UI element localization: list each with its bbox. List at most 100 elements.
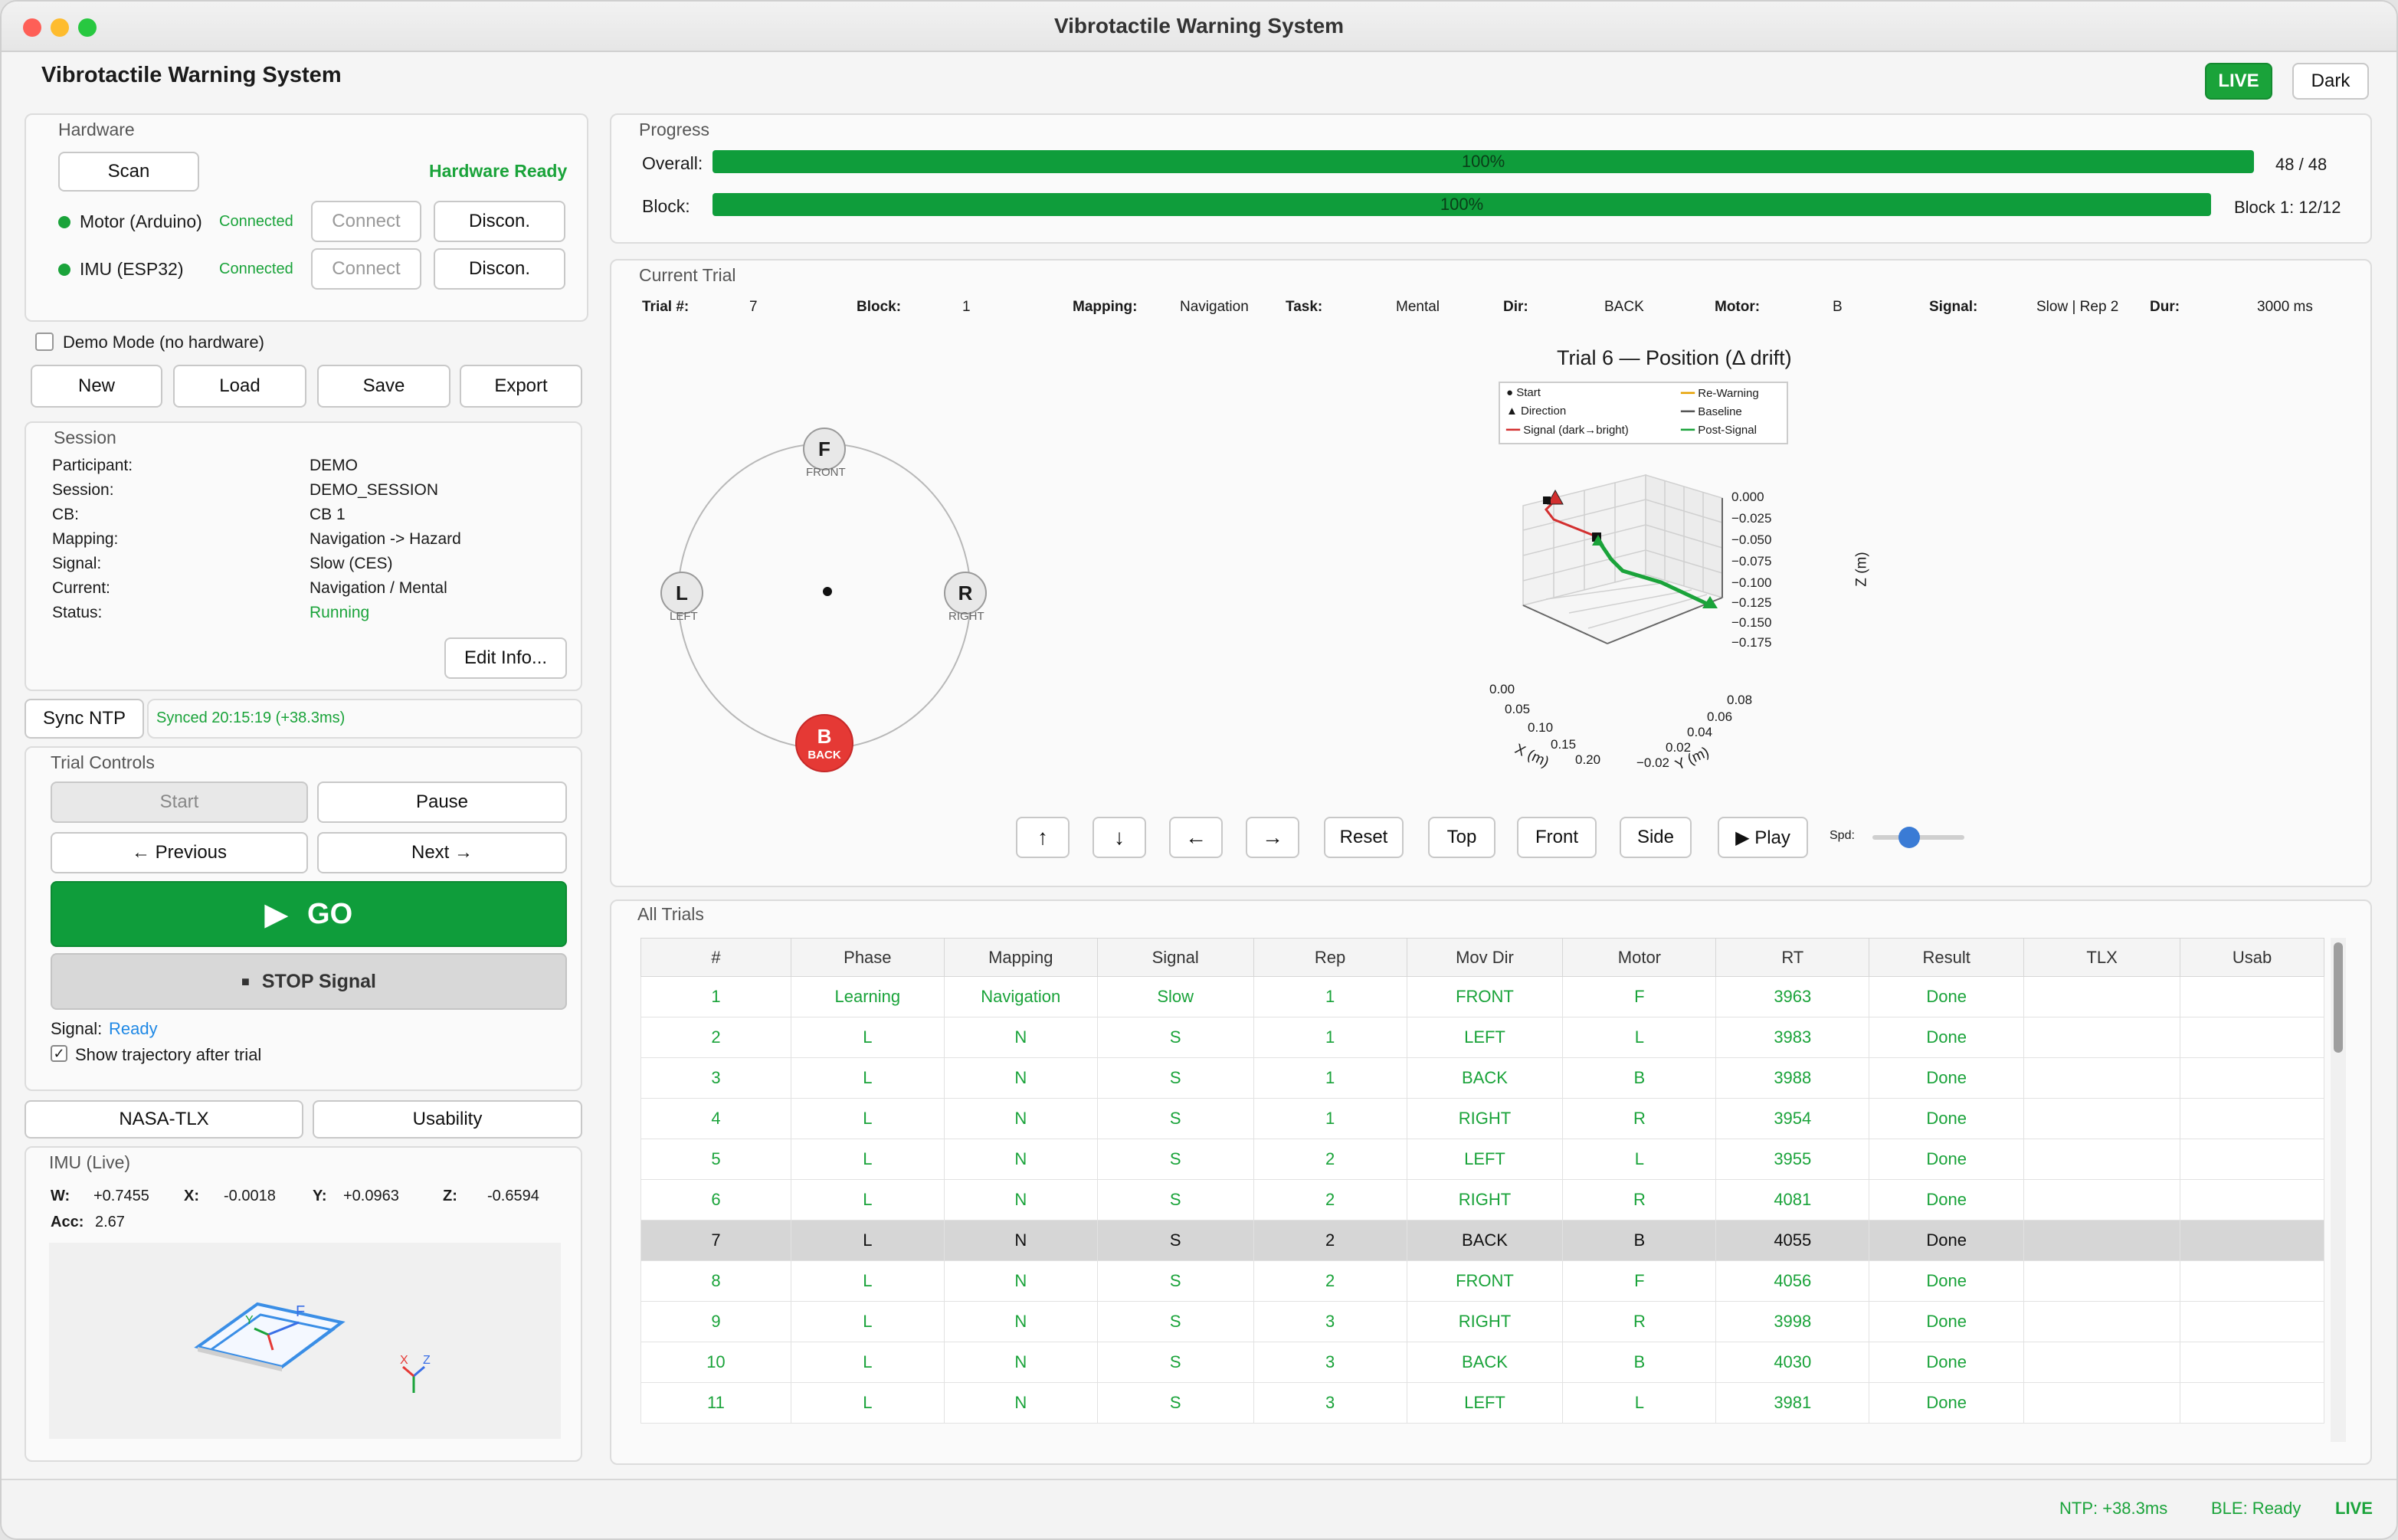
table-cell: 5 — [640, 1139, 791, 1180]
speed-slider-knob[interactable] — [1898, 827, 1920, 848]
table-row[interactable]: 6 L N S 2 RIGHT R 4081 Done — [640, 1179, 2324, 1221]
table-row[interactable]: 2 L N S 1 LEFT L 3983 Done — [640, 1017, 2324, 1058]
table-scrollbar[interactable] — [2331, 938, 2346, 1442]
center-dot — [823, 587, 832, 596]
left-motor-node[interactable]: L — [660, 572, 703, 614]
front-motor-node[interactable]: F — [803, 428, 846, 470]
right-label: RIGHT — [948, 610, 984, 623]
side-view-button[interactable]: Side — [1620, 817, 1692, 858]
legend-rewarning: ━━ Re-Warning — [1681, 387, 1759, 400]
stop-icon: ■ — [241, 973, 250, 989]
demo-mode-checkbox[interactable] — [35, 333, 54, 351]
column-header[interactable]: Rep — [1253, 938, 1407, 977]
table-cell: L — [790, 1098, 945, 1139]
table-row[interactable]: 11 L N S 3 LEFT L 3981 Done — [640, 1382, 2324, 1424]
column-header[interactable]: Usab — [2180, 938, 2324, 977]
table-cell: Done — [1869, 1179, 2025, 1221]
column-header[interactable]: Phase — [790, 938, 945, 977]
table-cell: N — [943, 1017, 1098, 1058]
next-button[interactable]: Next → — [317, 832, 567, 873]
dark-mode-button[interactable]: Dark — [2292, 63, 2369, 100]
tab-nasa-tlx[interactable]: NASA-TLX — [25, 1100, 303, 1139]
legend-baseline: ━━ Baseline — [1681, 405, 1742, 418]
table-row[interactable]: 4 L N S 1 RIGHT R 3954 Done — [640, 1098, 2324, 1139]
table-row[interactable]: 8 L N S 2 FRONT F 4056 Done — [640, 1260, 2324, 1302]
trial-controls-panel: Trial Controls Start Pause ← Previous Ne… — [25, 746, 582, 1091]
table-cell: S — [1096, 1342, 1254, 1383]
imu-connect-button[interactable]: Connect — [311, 248, 421, 290]
new-button[interactable]: New — [31, 365, 162, 408]
table-row[interactable]: 10 L N S 3 BACK B 4030 Done — [640, 1342, 2324, 1383]
table-scrollbar-thumb[interactable] — [2334, 942, 2343, 1053]
column-header[interactable]: RT — [1715, 938, 1870, 977]
back-motor-node[interactable]: B BACK — [795, 714, 853, 772]
ntp-status: NTP: +38.3ms — [2059, 1499, 2168, 1518]
close-window-button[interactable] — [23, 18, 41, 37]
x-tick: 0.05 — [1505, 702, 1531, 716]
arrow-down-button[interactable]: ↓ — [1093, 817, 1146, 858]
progress-panel: Progress Overall: 100% 48 / 48 Block: 10… — [610, 113, 2372, 244]
all-trials-table: # Phase Mapping Signal Rep Mov Dir Motor RT Resu… — [640, 938, 2324, 1424]
table-row[interactable]: 3 L N S 1 BACK B 3988 Done — [640, 1057, 2324, 1099]
table-cell: S — [1096, 1139, 1254, 1180]
block-label: Block: — [642, 196, 690, 216]
edit-info-button[interactable]: Edit Info... — [444, 637, 567, 679]
table-cell — [2180, 1342, 2324, 1383]
top-view-button[interactable]: Top — [1428, 817, 1495, 858]
table-cell: 2 — [1253, 1179, 1407, 1221]
table-row[interactable]: 5 L N S 2 LEFT L 3955 Done — [640, 1139, 2324, 1180]
table-cell: Done — [1869, 1342, 2025, 1383]
column-header[interactable]: Mapping — [943, 938, 1098, 977]
column-header[interactable]: Mov Dir — [1406, 938, 1564, 977]
table-cell: 3963 — [1715, 976, 1870, 1017]
arrow-left-button[interactable]: ← — [1169, 817, 1223, 858]
go-button[interactable]: ▶ GO — [51, 881, 567, 947]
reset-view-button[interactable]: Reset — [1324, 817, 1404, 858]
show-trajectory-checkbox[interactable]: ✓ — [51, 1045, 67, 1062]
table-row[interactable]: 7 L N S 2 BACK B 4055 Done — [640, 1220, 2324, 1261]
signal-label: Signal: — [51, 1019, 103, 1038]
load-button[interactable]: Load — [173, 365, 306, 408]
table-cell: L — [790, 1057, 945, 1099]
play-button[interactable]: ▶ Play — [1718, 817, 1808, 858]
start-button[interactable]: Start — [51, 781, 308, 823]
tab-usability[interactable]: Usability — [313, 1100, 582, 1139]
y-tick: 0.02 — [1666, 740, 1692, 755]
table-cell — [2023, 1220, 2181, 1261]
column-header[interactable]: TLX — [2023, 938, 2181, 977]
imu-disconnect-button[interactable]: Discon. — [434, 248, 565, 290]
table-cell: 7 — [640, 1220, 791, 1261]
motor-connect-button[interactable]: Connect — [311, 201, 421, 242]
table-cell: N — [943, 1179, 1098, 1221]
table-row[interactable]: 9 L N S 3 RIGHT R 3998 Done — [640, 1301, 2324, 1342]
front-view-button[interactable]: Front — [1517, 817, 1597, 858]
live-badge[interactable]: LIVE — [2205, 63, 2272, 100]
motor-disconnect-button[interactable]: Discon. — [434, 201, 565, 242]
table-cell: S — [1096, 1098, 1254, 1139]
arrow-up-button[interactable]: ↑ — [1016, 817, 1070, 858]
show-trajectory-label: Show trajectory after trial — [75, 1045, 262, 1064]
right-motor-node[interactable]: R — [944, 572, 987, 614]
column-header[interactable]: # — [640, 938, 791, 977]
save-button[interactable]: Save — [317, 365, 450, 408]
column-header[interactable]: Result — [1869, 938, 2025, 977]
speed-slider-track[interactable] — [1872, 827, 1964, 848]
export-button[interactable]: Export — [460, 365, 582, 408]
table-cell: Done — [1869, 1260, 2025, 1302]
sync-ntp-button[interactable]: Sync NTP — [25, 699, 144, 739]
trial-field-value: Mental — [1396, 299, 1440, 315]
zoom-window-button[interactable] — [78, 18, 97, 37]
table-cell: RIGHT — [1406, 1301, 1564, 1342]
pause-button[interactable]: Pause — [317, 781, 567, 823]
previous-button[interactable]: ← Previous — [51, 832, 308, 873]
stop-signal-button[interactable]: ■ STOP Signal — [51, 953, 567, 1010]
table-cell: FRONT — [1406, 976, 1564, 1017]
table-cell: 1 — [1253, 1017, 1407, 1058]
arrow-right-button[interactable]: → — [1246, 817, 1299, 858]
scan-button[interactable]: Scan — [58, 152, 199, 192]
column-header[interactable]: Motor — [1562, 938, 1717, 977]
minimize-window-button[interactable] — [51, 18, 69, 37]
legend-signal: ━━ Signal (dark→bright) — [1506, 424, 1629, 437]
column-header[interactable]: Signal — [1096, 938, 1254, 977]
table-row[interactable]: 1 Learning Navigation Slow 1 FRONT F 3963 Done — [640, 976, 2324, 1017]
